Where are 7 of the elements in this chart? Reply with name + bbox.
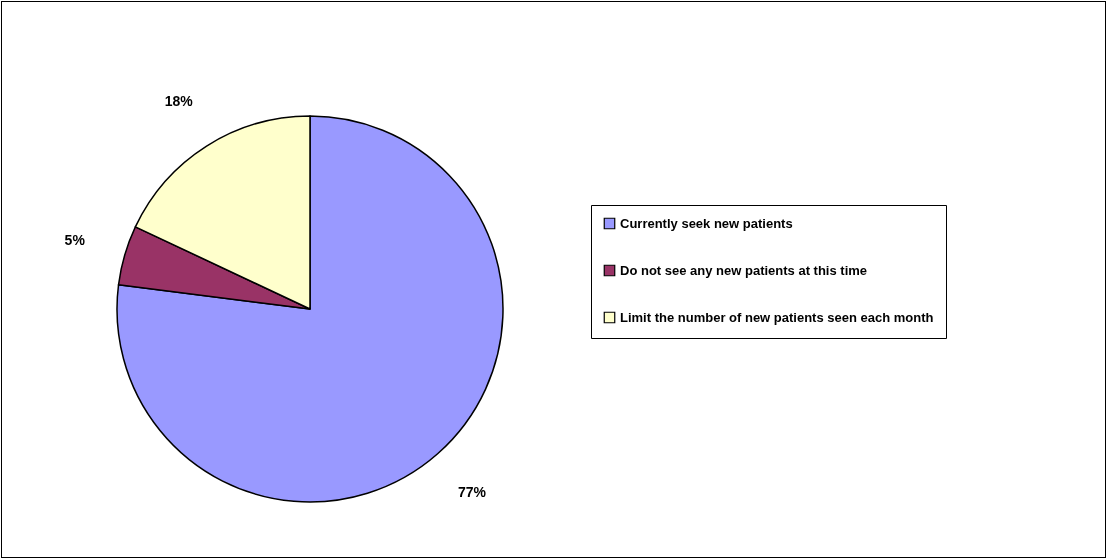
legend-label: Currently seek new patients <box>620 215 793 231</box>
legend-label: Do not see any new patients at this time <box>620 262 868 278</box>
data-label: 18% <box>164 93 194 110</box>
pie-slice <box>116 115 504 503</box>
data-label: 77% <box>458 483 487 500</box>
legend-label: Limit the number of new patients seen each month <box>620 309 934 325</box>
data-label: 5% <box>64 231 86 248</box>
